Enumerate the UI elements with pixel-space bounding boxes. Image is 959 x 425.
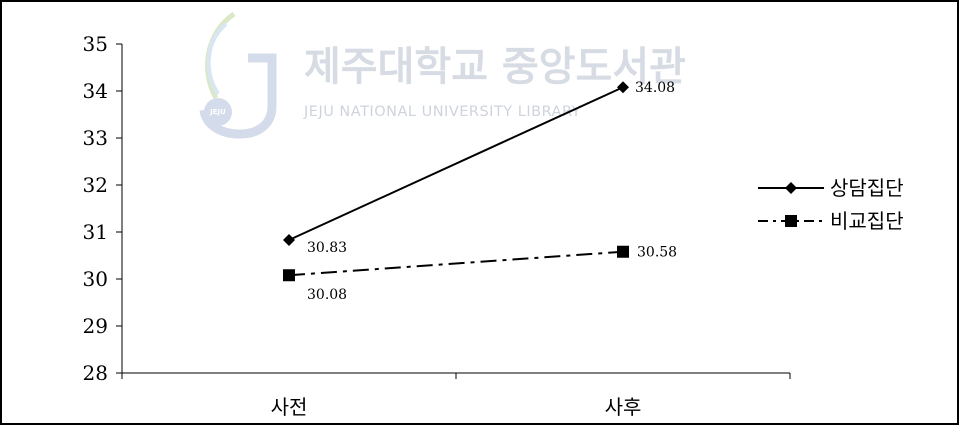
series-line (288, 86, 624, 241)
data-label: 30.58 (637, 245, 677, 261)
legend-label: 비교집단 (830, 209, 904, 233)
y-tick-label: 31 (83, 220, 108, 244)
y-tick-label: 34 (83, 79, 108, 103)
diamond-marker (283, 233, 295, 246)
diamond-marker (617, 81, 629, 94)
library-logo-icon: JEJU (199, 11, 277, 139)
watermark-badge: JEJU (209, 108, 226, 116)
chart-series: 30.83 34.08 30.08 30.58 (283, 80, 677, 303)
y-tick-label: 29 (83, 314, 108, 338)
legend-square-icon (785, 215, 797, 227)
watermark-subtitle: JEJU NATIONAL UNIVERSITY LIBRARY (303, 104, 581, 120)
y-tick-label: 32 (83, 173, 108, 197)
x-category-label: 사후 (605, 395, 642, 419)
series-2: 30.08 30.58 (283, 245, 677, 303)
y-tick-label: 35 (83, 32, 108, 56)
series-line (288, 250, 624, 277)
library-badge-icon (204, 98, 232, 126)
data-label: 34.08 (635, 80, 675, 96)
y-tick-label: 28 (83, 361, 108, 385)
square-marker (283, 269, 295, 282)
y-tick-label: 33 (83, 126, 108, 150)
watermark-title: 제주대학교 중앙도서관 (304, 44, 686, 90)
square-marker (617, 245, 629, 258)
y-tick-label: 30 (83, 267, 108, 291)
data-label: 30.08 (307, 287, 347, 303)
data-label: 30.83 (307, 240, 347, 256)
series-1: 30.83 34.08 (283, 80, 675, 256)
library-watermark: JEJU 제주대학교 중앙도서관 JEJU NATIONAL UNIVERSIT… (199, 11, 686, 139)
legend-label: 상담집단 (830, 176, 904, 200)
legend-diamond-icon (785, 182, 797, 194)
legend-item-2: 비교집단 (758, 209, 904, 233)
legend-item-1: 상담집단 (758, 176, 904, 200)
x-category-label: 사전 (271, 395, 308, 419)
chart-axes: 28 29 30 31 32 33 34 35 사전 사후 (83, 32, 791, 419)
